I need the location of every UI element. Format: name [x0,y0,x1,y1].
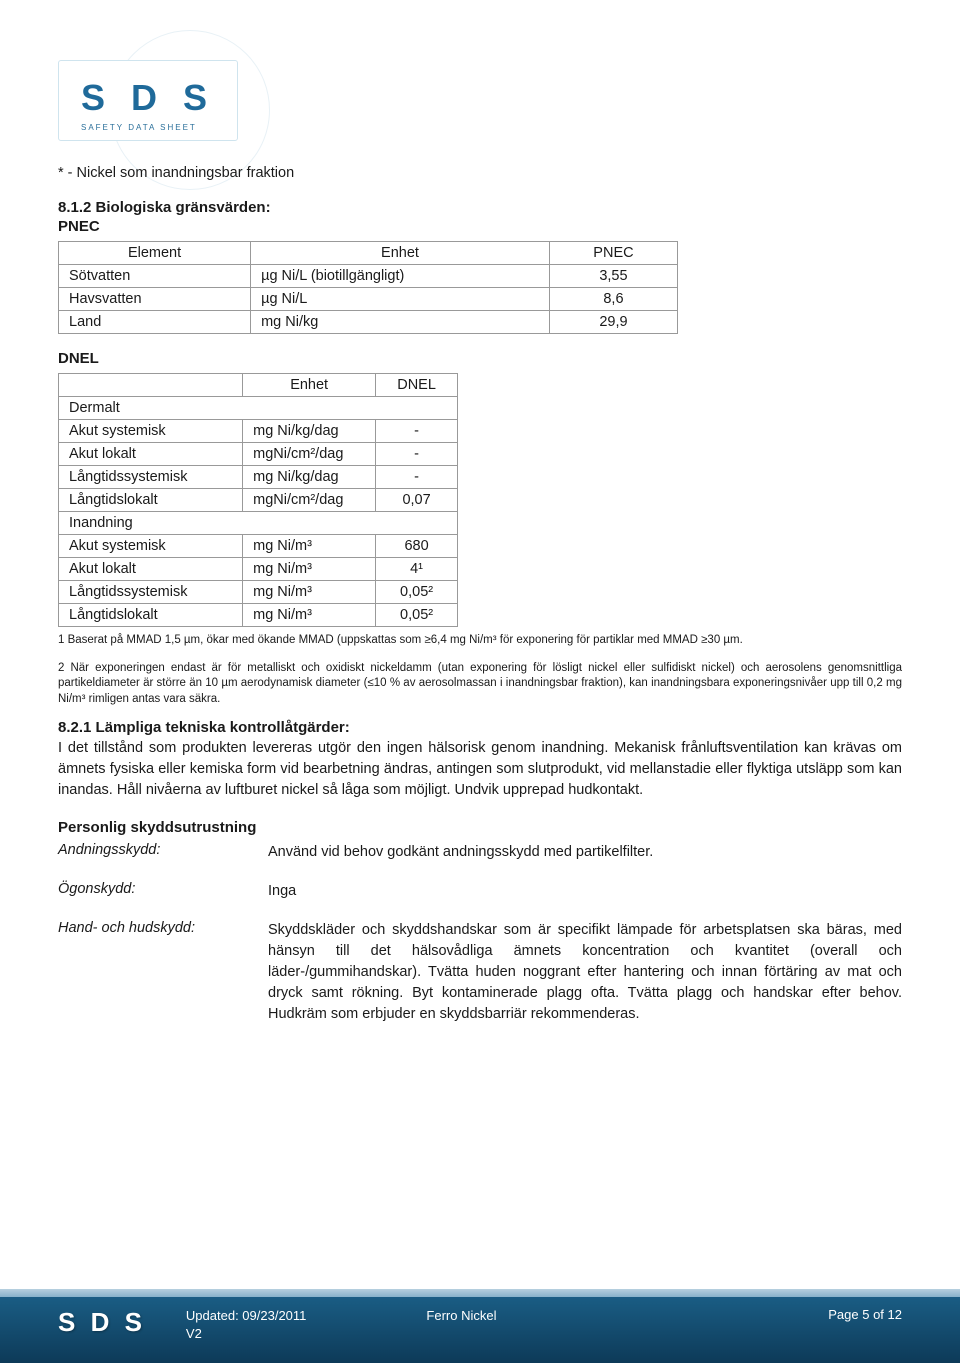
footer-title: Ferro Nickel [426,1307,496,1325]
table-row: Havsvattenµg Ni/L8,6 [59,288,678,311]
footnote-2: 2 När exponeringen endast är för metalli… [58,661,902,708]
ppe-value: Använd vid behov godkänt andningsskydd m… [268,842,902,863]
pnec-table: Element Enhet PNEC Sötvattenµg Ni/L (bio… [58,241,678,334]
footer-version: V2 [186,1325,306,1343]
table-row: Långtidssystemiskmg Ni/m³0,05² [59,581,458,604]
logo-main: S D S [81,77,215,119]
th-unit: Enhet [251,242,550,265]
table-row: Akut lokaltmg Ni/m³4¹ [59,558,458,581]
intro-line: * - Nickel som inandningsbar fraktion [58,165,902,181]
ppe-row: Andningsskydd: Använd vid behov godkänt … [58,842,902,863]
ppe-value: Inga [268,881,902,902]
table-header-row: Enhet DNEL [59,374,458,397]
footer-page: Page 5 of 12 [828,1307,902,1322]
table-row: Sötvattenµg Ni/L (biotillgängligt)3,55 [59,265,678,288]
footer: S D S Updated: 09/23/2011 V2 Ferro Nicke… [0,1289,960,1363]
table-row: Landmg Ni/kg29,9 [59,311,678,334]
table-row: Långtidslokaltmg Ni/m³0,05² [59,604,458,627]
th-pnec: PNEC [549,242,677,265]
table-row: LångtidslokaltmgNi/cm²/dag0,07 [59,489,458,512]
dnel-table: Enhet DNEL Dermalt Akut systemiskmg Ni/k… [58,373,458,627]
dnel-label: DNEL [58,350,902,367]
ppe-label: Andningsskydd: [58,842,268,863]
table-row: Akut lokaltmgNi/cm²/dag- [59,443,458,466]
group-row: Inandning [59,512,458,535]
footer-logo: S D S [58,1307,146,1338]
heading-821: 8.2.1 Lämpliga tekniska kontrollåtgärder… [58,719,902,736]
ppe-value: Skyddskläder och skyddshandskar som är s… [268,920,902,1025]
table-row: Akut systemiskmg Ni/m³680 [59,535,458,558]
logo-sub: SAFETY DATA SHEET [81,123,215,132]
logo-block: S D S SAFETY DATA SHEET [58,60,238,141]
ppe-row: Ögonskydd: Inga [58,881,902,902]
table-header-row: Element Enhet PNEC [59,242,678,265]
para-821: I det tillstånd som produkten levereras … [58,738,902,801]
heading-812: 8.1.2 Biologiska gränsvärden: [58,199,902,216]
table-row: Långtidssystemiskmg Ni/kg/dag- [59,466,458,489]
footer-updated: Updated: 09/23/2011 [186,1307,306,1325]
ppe-label: Ögonskydd: [58,881,268,902]
group-row: Dermalt [59,397,458,420]
table-row: Akut systemiskmg Ni/kg/dag- [59,420,458,443]
pnec-label: PNEC [58,218,902,235]
ppe-heading: Personlig skyddsutrustning [58,819,902,836]
th-element: Element [59,242,251,265]
ppe-label: Hand- och hudskydd: [58,920,268,1025]
ppe-row: Hand- och hudskydd: Skyddskläder och sky… [58,920,902,1025]
footnote-1: 1 Baserat på MMAD 1,5 µm, ökar med ökand… [58,633,902,649]
